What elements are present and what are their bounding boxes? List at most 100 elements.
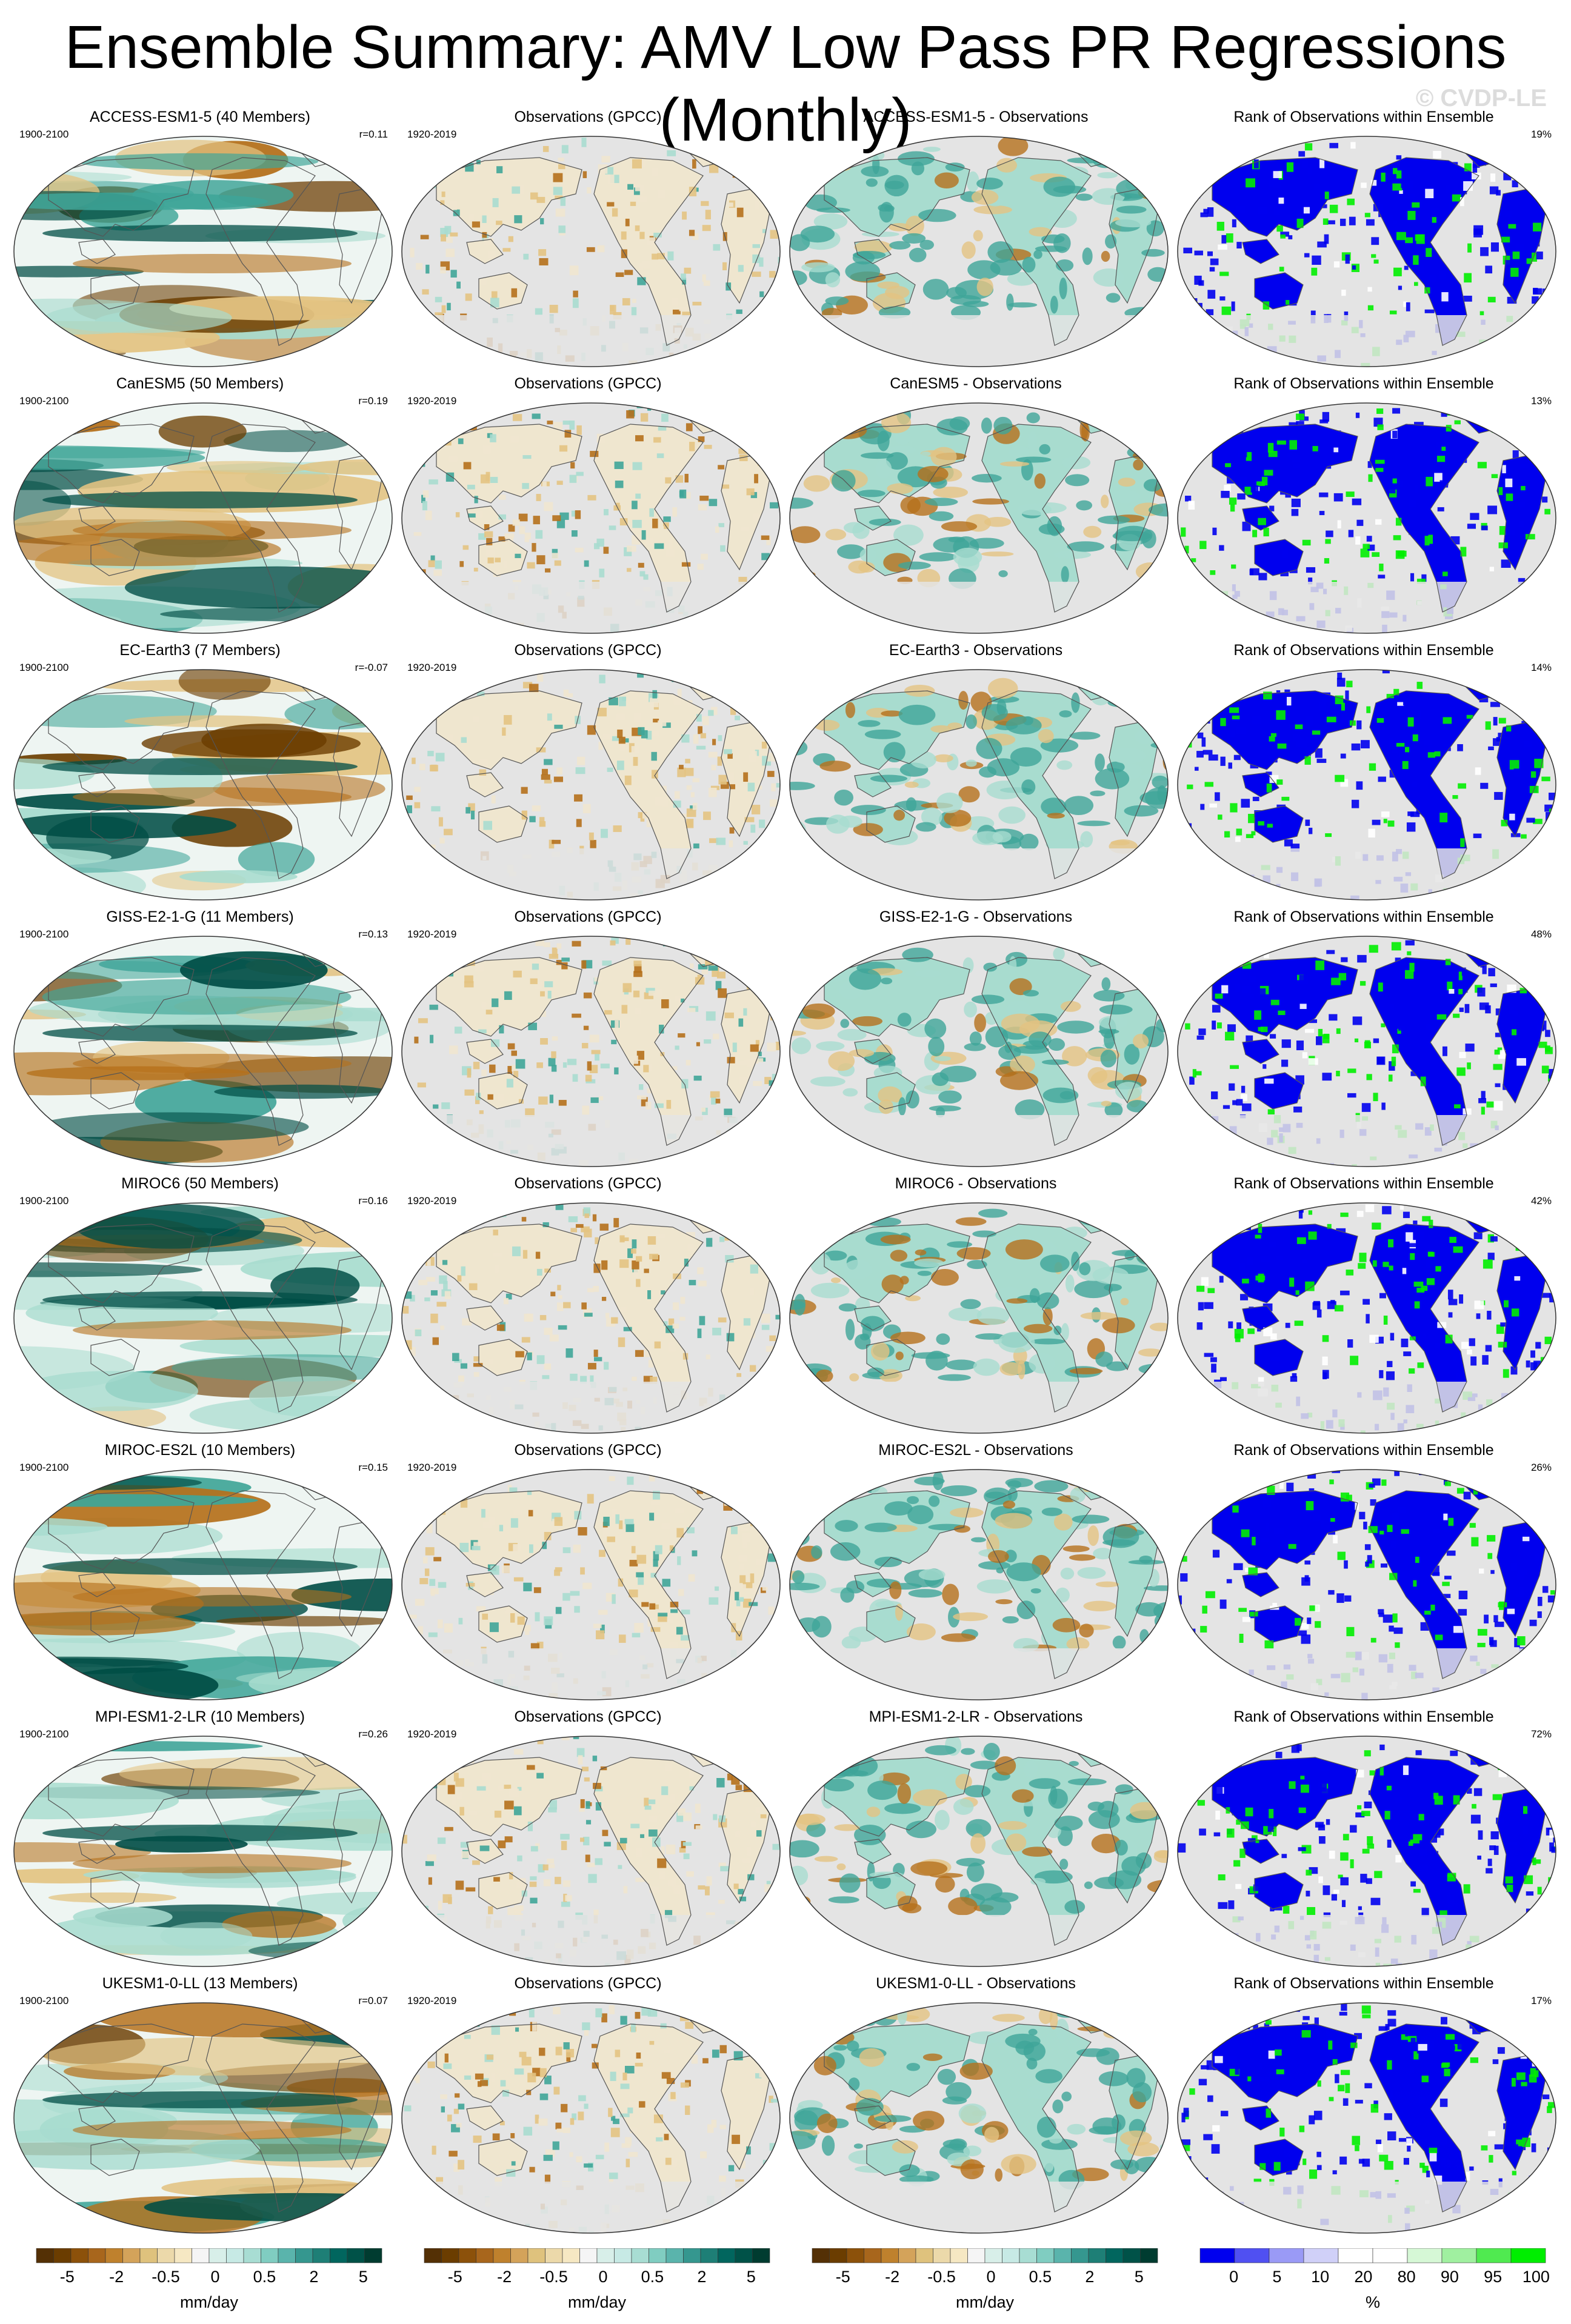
panel-title: Rank of Observations within Ensemble [1233, 1708, 1494, 1725]
colorbar-swatch [665, 2248, 684, 2263]
map-border [789, 936, 1169, 1167]
colorbar-swatch [1071, 2248, 1089, 2263]
map-svg [1177, 1736, 1556, 1967]
colorbar-swatch [1407, 2248, 1443, 2263]
coastline [78, 1572, 116, 1597]
colorbar-svg: -5 -2 -0.5 0 0.5 2 5 [36, 2248, 382, 2286]
panel-title: MIROC-ES2L (10 Members) [104, 1442, 296, 1459]
colorbar-swatch [915, 2248, 933, 2263]
coastline [90, 805, 140, 843]
coastline [866, 1072, 916, 1110]
rank-panel: Rank of Observations within Ensemble 14% [1170, 641, 1558, 908]
field-layer [790, 670, 1168, 900]
map-svg [13, 936, 393, 1167]
coastline [824, 1224, 970, 1304]
coastline [981, 690, 1092, 879]
pattern-correlation: r=0.15 [358, 1462, 388, 1473]
field-layer [790, 136, 1168, 367]
map-border [13, 669, 393, 901]
colorbar-swatch [243, 2248, 261, 2263]
colorbar-tick-label: -5 [448, 2268, 462, 2286]
coastline [90, 2139, 140, 2176]
rank-panel: Rank of Observations within Ensemble 26% [1170, 1441, 1558, 1708]
coastline [436, 2023, 582, 2103]
map-svg [13, 1736, 393, 1967]
panel-title: ACCESS-ESM1-5 - Observations [863, 108, 1089, 125]
colorbar-tick-label: 80 [1398, 2268, 1416, 2286]
field-layer [14, 670, 392, 900]
map-svg [401, 402, 781, 634]
map-border [789, 1469, 1169, 1700]
colorbar-swatch [88, 2248, 106, 2263]
obs-panel: Observations (GPCC) 1920-2019 [394, 108, 782, 375]
coastline [1254, 1072, 1304, 1110]
panel-years: 1900-2100 [19, 395, 69, 407]
coastline [78, 772, 116, 797]
coastline [436, 1490, 582, 1570]
panel-title: Observations (GPCC) [514, 1442, 662, 1459]
diff-panel: MIROC6 - Observations [782, 1174, 1170, 1441]
map-border [1177, 669, 1556, 901]
rank-colorbar: 0 5 10 20 80 90 95 100% [1194, 2248, 1552, 2311]
map-border [789, 136, 1169, 367]
colorbar-tick-label: -0.5 [927, 2268, 956, 2286]
colorbar-swatch [105, 2248, 123, 2263]
pattern-correlation: r=0.19 [358, 395, 388, 407]
colorbar-swatch [1036, 2248, 1055, 2263]
coastline [1369, 2023, 1479, 2212]
field-layer [402, 403, 780, 633]
coastline [824, 1490, 970, 1570]
coastline [1242, 1039, 1279, 1064]
coastline [478, 1339, 528, 1376]
map-border [1177, 2002, 1556, 2234]
panel-years: 1920-2019 [407, 395, 457, 407]
colorbar-swatch [649, 2248, 667, 2263]
coastline [205, 424, 316, 613]
coastline [1242, 1839, 1279, 1864]
colorbar-swatch [950, 2248, 968, 2263]
coastline [981, 1224, 1092, 1413]
colorbar-swatch [1088, 2248, 1106, 2263]
coastline [854, 772, 892, 797]
map-svg [13, 669, 393, 901]
coastline [866, 1872, 916, 1909]
map-svg [13, 1202, 393, 1434]
map-border [1177, 136, 1556, 367]
field-layer [14, 1203, 392, 1433]
map-border [401, 1469, 781, 1700]
colorbar-tick-label: 2 [1085, 2268, 1094, 2286]
map-border [789, 669, 1169, 901]
obs-panel: Observations (GPCC) 1920-2019 [394, 375, 782, 641]
field-layer [1178, 670, 1556, 900]
colorbar-tick-label: 0.5 [641, 2268, 664, 2286]
map-svg [789, 1736, 1169, 1967]
coastline [854, 1305, 892, 1331]
map-border [789, 402, 1169, 634]
colorbar-tick-label: 20 [1354, 2268, 1372, 2286]
panel-title: EC-Earth3 - Observations [889, 642, 1063, 659]
coastline [48, 690, 195, 770]
coastline [78, 239, 116, 264]
panel-years: 1900-2100 [19, 1728, 69, 1740]
model-panel: GISS-E2-1-G (11 Members) 1900-2100 r=0.13 [6, 908, 394, 1174]
field-layer [790, 2003, 1168, 2233]
coastline [466, 1305, 504, 1331]
colorbar-swatch [139, 2248, 158, 2263]
obs-panel: Observations (GPCC) 1920-2019 [394, 1974, 782, 2241]
coastline [1369, 157, 1479, 346]
coastline [205, 957, 316, 1146]
field-layer [402, 936, 780, 1167]
coastline [1212, 1224, 1358, 1304]
colorbar-swatch [1234, 2248, 1270, 2263]
rank-percent: 42% [1530, 1195, 1552, 1207]
colorbar-tick-label: -2 [885, 2268, 899, 2286]
coastline [205, 1490, 316, 1679]
colorbar-tick-label: 5 [359, 2268, 368, 2286]
coastline [854, 1839, 892, 1864]
panel-title: Observations (GPCC) [514, 642, 662, 659]
colorbar-tick-label: 95 [1484, 2268, 1502, 2286]
coastline [436, 424, 582, 504]
coastline [1212, 157, 1358, 237]
field-layer [14, 2003, 392, 2233]
